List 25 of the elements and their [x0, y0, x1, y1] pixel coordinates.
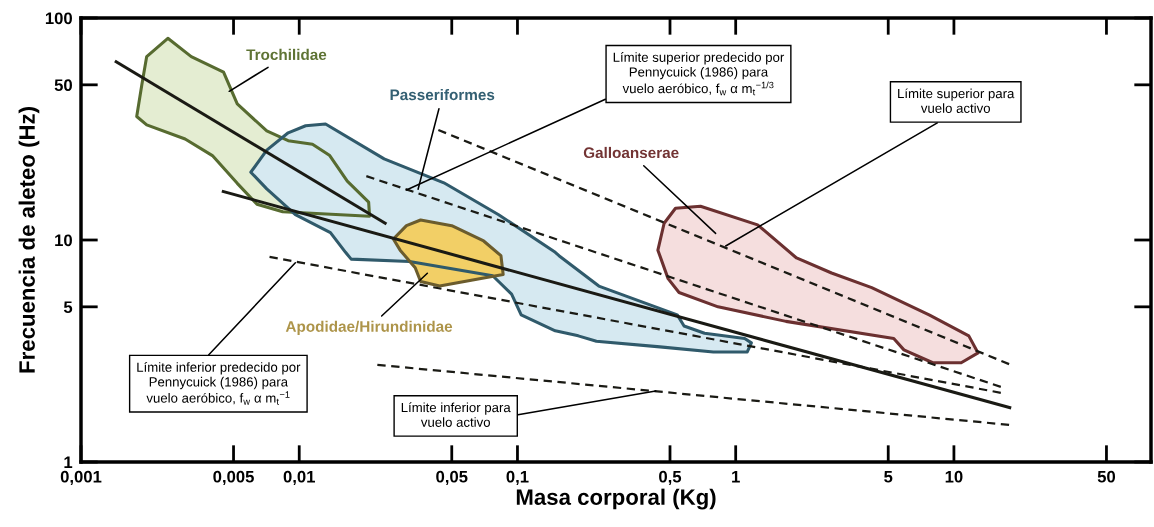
series-label: Trochilidae [246, 48, 327, 61]
y-tick-label: 1 [64, 456, 73, 469]
y-tick-label: 10 [55, 234, 72, 247]
x-tick-label: 50 [1097, 470, 1116, 483]
x-tick-label: 0,1 [506, 470, 529, 485]
annotation: Límite superior predecido por Pennycuick (1986) para vuelo aeróbico, f$_{w}$ α m$_{t}$$^{−1/3}$ [613, 52, 785, 96]
y-tick-label: 100 [45, 12, 72, 25]
text: Galloanserae [583, 146, 679, 159]
x-tick-label: 1 [732, 470, 740, 483]
text: Apodidae/Hirundinidae [285, 320, 453, 335]
x-tick-label: 0,01 [283, 470, 315, 485]
x-tick-label: 0,5 [659, 470, 682, 485]
x-tick-label: 0,005 [213, 470, 254, 485]
annotation: Límite inferior predecido por Pennycuick (1986) para vuelo aeróbico, f$_{w}$ α m$_{t}$$^{−1}$ [137, 362, 301, 405]
y-tick-label: 50 [54, 79, 72, 92]
x-tick-label: 5 [884, 470, 893, 483]
y-axis-title: Frecuencia de aleteo (Hz) [18, 107, 40, 373]
y-tick-label: 5 [63, 301, 73, 314]
x-tick-label: 0,001 [60, 470, 102, 485]
x-tick-label: 10 [945, 470, 963, 483]
x-axis-title: Masa corporal (Kg) [516, 488, 716, 510]
annotation: Límite superior para vuelo activo [898, 88, 1015, 113]
annotation: Límite inferior para vuelo activo [401, 402, 511, 427]
x-tick-label: 0,05 [436, 470, 468, 485]
text: Passeriformes [390, 88, 495, 101]
